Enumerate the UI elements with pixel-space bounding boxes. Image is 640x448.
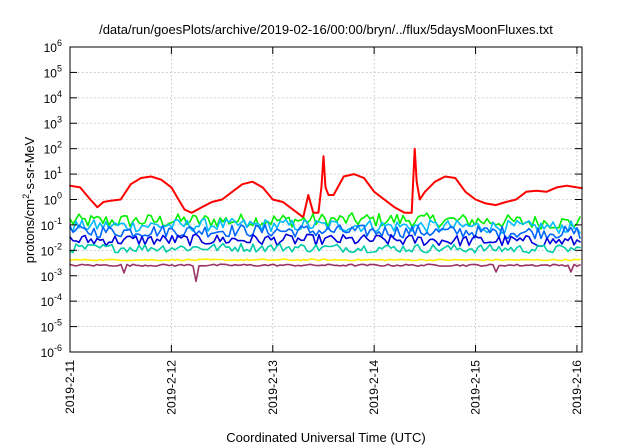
y-tick-label: 105 xyxy=(44,63,62,80)
series-line-3 xyxy=(69,217,581,234)
y-tick-label: 104 xyxy=(44,89,62,106)
series-line-5 xyxy=(69,233,581,247)
y-axis-label-rest: -s-sr-MeV xyxy=(22,136,37,193)
y-tick-labels: 10-6 10-5 10-4 10-3 10-2 10-1 100 101 102 103 104 1… xyxy=(41,38,62,360)
chart-title: /data/run/goesPlots/archive/2019-02-16/0… xyxy=(99,22,553,37)
y-tick-label: 10-5 xyxy=(41,318,62,335)
x-tick-label: 2019-2-15 xyxy=(469,360,483,415)
y-tick-label: 103 xyxy=(44,114,62,131)
series-group xyxy=(69,147,583,283)
y-tick-label: 10-4 xyxy=(41,292,62,309)
series-line-1 xyxy=(69,147,583,219)
series-line-6 xyxy=(69,242,581,254)
x-tick-label: 2019-2-16 xyxy=(570,360,584,415)
y-tick-label: 102 xyxy=(44,140,62,157)
x-tick-label: 2019-2-12 xyxy=(164,360,178,415)
y-axis-label-sup: 2 xyxy=(21,194,31,199)
x-tick-labels: 2019-2-11 2019-2-12 2019-2-13 2019-2-14 2019… xyxy=(63,360,584,415)
y-tick-label: 106 xyxy=(44,38,62,55)
grid xyxy=(69,47,582,352)
x-tick-label: 2019-2-14 xyxy=(367,360,381,415)
y-tick-label: 10-2 xyxy=(41,241,62,258)
y-axis-label: protons/cm2-s-sr-MeV xyxy=(21,136,37,263)
series-line-4 xyxy=(69,224,581,240)
y-tick-label: 101 xyxy=(44,165,62,182)
x-tick-label: 2019-2-13 xyxy=(266,360,280,415)
y-tick-label: 100 xyxy=(44,191,62,208)
y-tick-label: 10-6 xyxy=(41,343,62,360)
series-line-7 xyxy=(69,258,581,262)
y-axis-label-base: protons/cm xyxy=(22,199,37,263)
y-tick-label: 10-1 xyxy=(41,216,62,233)
ticks xyxy=(69,46,582,353)
x-axis-label: Coordinated Universal Time (UTC) xyxy=(226,430,425,445)
series-line-8 xyxy=(69,263,581,283)
x-tick-label: 2019-2-11 xyxy=(63,360,77,414)
y-tick-label: 10-3 xyxy=(41,267,62,284)
